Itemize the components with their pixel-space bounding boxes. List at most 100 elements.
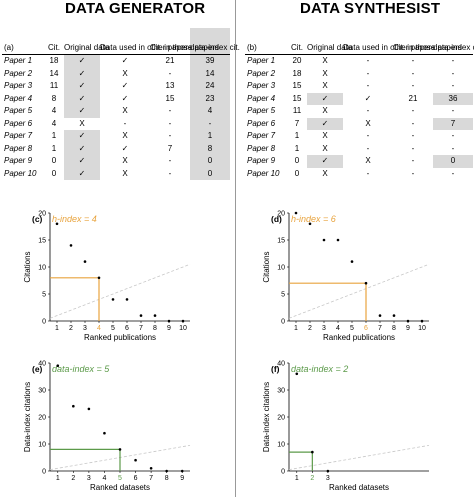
data-point [149, 467, 153, 470]
panel-label: (f) [271, 364, 280, 374]
data-point [350, 260, 354, 263]
table-row: Paper 8 1 ✓ ✓ 7 8 [2, 142, 230, 155]
cit-those-cell: - [411, 131, 415, 140]
table-row: Paper 1 18 ✓ ✓ 21 39 [2, 54, 230, 68]
cit-cell: 18 [49, 56, 59, 65]
original-data-cell: ✓ [64, 105, 100, 118]
table-body: Paper 1 18 ✓ ✓ 21 39 Paper 2 14 ✓ X -14 Paper 3 11 ✓ ✓… [2, 54, 230, 180]
x-tick-label: 2 [71, 475, 75, 482]
paper-cell: Paper 5 [4, 106, 33, 115]
cit-those-cell: 15 [165, 93, 175, 103]
data-point [153, 314, 157, 317]
data-point [118, 448, 122, 451]
paper-cell: Paper 8 [4, 143, 33, 153]
data-used-cell: - [366, 56, 370, 65]
data-index-cell: 0 [433, 155, 473, 168]
data-point [364, 281, 368, 285]
panel-label: (e) [32, 364, 43, 374]
y-tick-label: 0 [42, 469, 46, 476]
data-index-cell: - [451, 168, 455, 178]
data-generator-heading: DATA GENERATOR [65, 0, 206, 17]
col-data-used: Data used in other papers [343, 43, 436, 52]
chart-h-index-synthesist: (d) h-index = 6 1 2 3 4 5 6 7 8 9 10 0 5 10 15 20 Ranked … [262, 211, 430, 342]
paper-cell: Paper 9 [247, 156, 276, 165]
data-used-cell: - [366, 168, 370, 178]
paper-cell: Paper 4 [247, 93, 276, 103]
cit-cell: 8 [51, 93, 57, 103]
y-axis-label: Data-index citations [262, 382, 271, 452]
panel-label: (b) [247, 43, 257, 52]
original-data-cell: ✓ [307, 92, 343, 105]
data-index-cell: - [451, 131, 455, 140]
data-point [308, 222, 312, 226]
data-used-cell: ✓ [121, 143, 129, 153]
table-row: Paper 6 7 ✓ X - 7 [245, 117, 473, 130]
cit-those-cell: - [411, 168, 415, 178]
paper-cell: Paper 6 [247, 118, 276, 128]
paper-cell: Paper 5 [247, 106, 276, 115]
cit-those-cell: - [168, 156, 172, 165]
paper-cell: Paper 3 [247, 81, 276, 90]
paper-cell: Paper 10 [4, 168, 37, 178]
cit-those-cell: - [411, 143, 415, 153]
data-used-cell: X [122, 156, 128, 165]
x-tick-label: 7 [139, 325, 143, 332]
original-data-cell: ✓ [64, 130, 100, 143]
x-axis-label: Ranked datasets [90, 483, 150, 492]
table-row: Paper 3 15 X - - - [245, 80, 473, 93]
paper-cell: Paper 1 [4, 56, 33, 65]
data-point [111, 298, 115, 301]
data-point [294, 211, 298, 215]
table-header-row: (b) Cit. Original data Data used in othe… [245, 28, 474, 55]
cit-cell: 15 [292, 81, 302, 90]
cit-cell: 11 [49, 81, 59, 90]
data-point [181, 319, 185, 323]
cit-those-cell: - [411, 56, 415, 65]
table-row: Paper 4 15 ✓ ✓ 21 36 [245, 92, 473, 105]
x-tick-label: 7 [149, 475, 153, 482]
y-tick-label: 10 [277, 265, 285, 272]
paper-cell: Paper 1 [247, 56, 276, 65]
chart-data-index-generator: (e) data-index = 5 1 2 3 4 5 6 7 8 9 0 10 20 30 40 Ranke… [23, 361, 191, 492]
table-header-row: (a) Cit. Original data Data used in othe… [2, 28, 240, 55]
col-cit-those: Cit. in those papers [150, 43, 219, 52]
paper-cell: Paper 8 [247, 143, 276, 153]
x-tick-label: 4 [336, 325, 340, 332]
y-tick-label: 15 [38, 238, 46, 245]
index-annotation: data-index = 5 [52, 364, 110, 374]
table-row: Paper 9 0 ✓ X - 0 [245, 155, 473, 168]
original-data-cell: ✓ [307, 117, 343, 130]
paper-cell: Paper 7 [247, 131, 276, 140]
panel-label: (c) [32, 214, 43, 224]
table-row: Paper 5 4 ✓ X - 4 [2, 105, 230, 118]
cit-cell: 4 [51, 118, 57, 128]
data-point [180, 469, 184, 473]
reference-line [49, 263, 191, 319]
data-index-cell: 36 [433, 92, 473, 105]
table-row: Paper 5 11 X - - - [245, 105, 473, 118]
original-data-cell: X [322, 168, 328, 178]
table-row: Paper 10 0 X - - - [245, 168, 473, 181]
y-tick-label: 20 [38, 415, 46, 422]
data-point [55, 222, 59, 226]
table-row: Paper 8 1 X - - - [245, 143, 473, 156]
data-point [83, 260, 87, 263]
data-index-cell: - [451, 56, 455, 65]
data-index-cell: - [451, 68, 455, 78]
cit-cell: 1 [294, 143, 300, 153]
cit-cell: 4 [51, 106, 57, 115]
x-tick-label: 8 [165, 475, 169, 482]
index-annotation: data-index = 2 [291, 364, 348, 374]
data-used-cell: - [366, 143, 370, 153]
original-data-cell: X [322, 131, 328, 140]
cit-those-cell: - [168, 106, 172, 115]
x-tick-label: 5 [111, 325, 115, 332]
index-annotation: h-index = 4 [52, 214, 97, 224]
original-data-cell: X [322, 56, 328, 65]
panel-label: (a) [4, 43, 14, 52]
cit-cell: 0 [294, 168, 300, 178]
data-point [103, 431, 106, 435]
table-row: Paper 2 18 X - - - [245, 68, 473, 81]
x-tick-label: 6 [125, 325, 129, 332]
data-point [125, 298, 129, 301]
